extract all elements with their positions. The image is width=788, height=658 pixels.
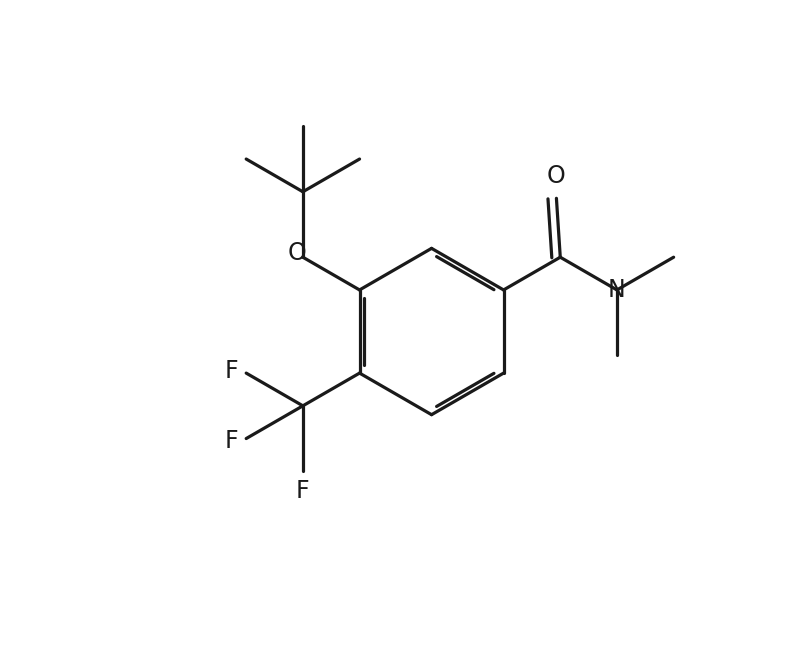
Text: O: O (547, 164, 566, 188)
Text: O: O (288, 241, 307, 265)
Text: F: F (225, 429, 239, 453)
Text: N: N (608, 278, 626, 302)
Text: F: F (225, 359, 239, 383)
Text: F: F (296, 479, 310, 503)
